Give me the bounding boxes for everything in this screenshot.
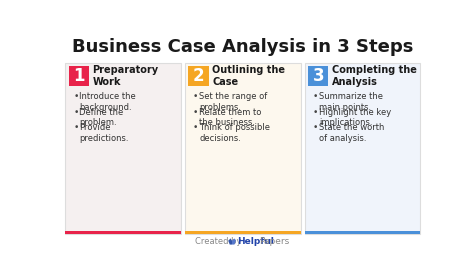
Text: 2: 2 bbox=[192, 67, 204, 85]
Text: Define the
problem.: Define the problem. bbox=[80, 108, 124, 127]
Text: Outlining the
Case: Outlining the Case bbox=[212, 65, 285, 87]
Text: •: • bbox=[313, 108, 319, 116]
Text: Highlight the key
implications.: Highlight the key implications. bbox=[319, 108, 392, 127]
Text: Summarize the
main points.: Summarize the main points. bbox=[319, 92, 383, 112]
Text: •: • bbox=[313, 123, 319, 132]
FancyBboxPatch shape bbox=[305, 63, 420, 234]
Bar bbox=[189, 66, 209, 86]
Text: Think of possible
decisions.: Think of possible decisions. bbox=[199, 123, 270, 143]
Bar bbox=[305, 231, 420, 234]
Text: •: • bbox=[73, 123, 79, 132]
Text: Helpful: Helpful bbox=[237, 237, 274, 246]
Text: 3: 3 bbox=[312, 67, 324, 85]
FancyBboxPatch shape bbox=[185, 63, 301, 234]
Text: •: • bbox=[193, 108, 199, 116]
Polygon shape bbox=[232, 239, 236, 245]
Polygon shape bbox=[228, 239, 232, 245]
Text: Business Case Analysis in 3 Steps: Business Case Analysis in 3 Steps bbox=[72, 38, 414, 57]
Text: 1: 1 bbox=[73, 67, 84, 85]
Text: Papers: Papers bbox=[259, 237, 290, 246]
Text: Set the range of
problems.: Set the range of problems. bbox=[199, 92, 267, 112]
FancyBboxPatch shape bbox=[65, 63, 181, 234]
Text: Completing the
Analysis: Completing the Analysis bbox=[332, 65, 417, 87]
Text: •: • bbox=[73, 108, 79, 116]
Text: State the worth
of analysis.: State the worth of analysis. bbox=[319, 123, 384, 143]
Bar bbox=[185, 231, 301, 234]
Text: Provide
predictions.: Provide predictions. bbox=[80, 123, 129, 143]
Text: Relate them to
the business.: Relate them to the business. bbox=[199, 108, 262, 127]
Text: •: • bbox=[73, 92, 79, 101]
Text: Created by: Created by bbox=[195, 237, 241, 246]
Bar bbox=[308, 66, 328, 86]
Text: •: • bbox=[313, 92, 319, 101]
Text: •: • bbox=[193, 92, 199, 101]
Text: Preparatory
Work: Preparatory Work bbox=[92, 65, 159, 87]
Bar bbox=[65, 231, 181, 234]
Text: Introduce the
background.: Introduce the background. bbox=[80, 92, 136, 112]
Text: •: • bbox=[193, 123, 199, 132]
Bar bbox=[69, 66, 89, 86]
